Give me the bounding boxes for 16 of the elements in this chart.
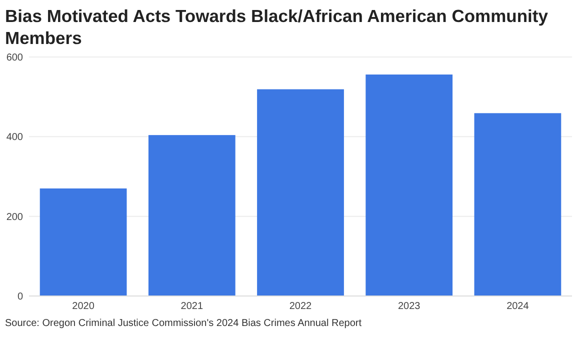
bar <box>40 188 127 296</box>
x-tick-label: 2023 <box>398 301 421 312</box>
source-note: Source: Oregon Criminal Justice Commission's 2024 Bias Crimes Annual Report <box>5 318 362 329</box>
y-tick-label: 400 <box>6 132 24 144</box>
x-tick-label: 2021 <box>180 301 204 312</box>
bar <box>257 89 344 296</box>
x-tick-label: 2024 <box>506 301 530 312</box>
y-tick-label: 600 <box>6 52 24 64</box>
y-tick-label: 0 <box>17 292 24 302</box>
chart-title: Bias Motivated Acts Towards Black/African American Community Members <box>5 6 548 48</box>
y-tick-label: 200 <box>6 212 24 223</box>
x-tick-label: 2022 <box>289 301 312 312</box>
bar <box>474 113 562 296</box>
bar <box>366 74 453 296</box>
bar <box>148 135 236 296</box>
x-tick-label: 2020 <box>72 301 95 312</box>
